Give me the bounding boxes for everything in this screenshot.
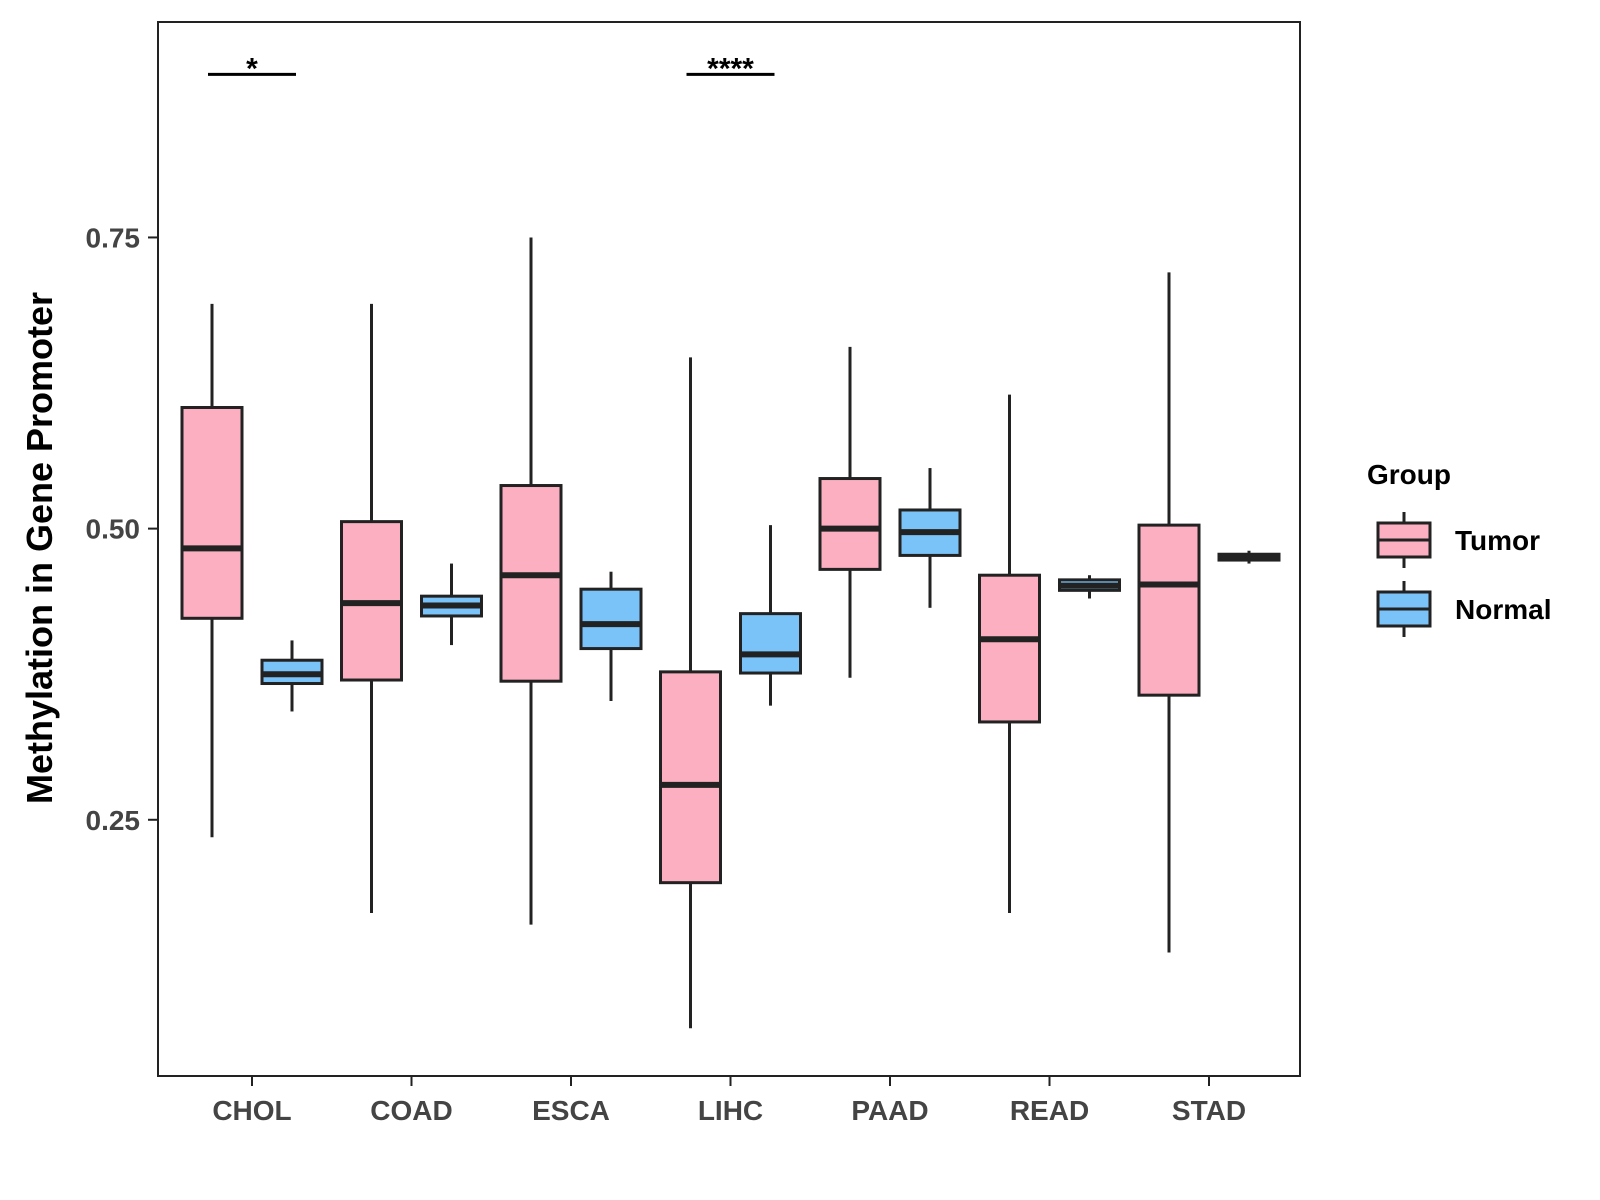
- significance-label: ****: [707, 52, 754, 85]
- box-body: [978, 573, 1041, 724]
- box-tumor-stad: [1137, 272, 1201, 953]
- box-normal-coad: [420, 563, 483, 646]
- box-normal-esca: [579, 571, 643, 701]
- box-tumor-chol: [180, 303, 244, 838]
- legend-label: Tumor: [1455, 525, 1540, 556]
- box-body: [579, 587, 643, 651]
- legend-title: Group: [1367, 459, 1451, 490]
- y-tick-label: 0.25: [86, 805, 141, 836]
- x-tick-label: READ: [1010, 1095, 1089, 1126]
- box-body: [1137, 523, 1201, 697]
- plot-panel: [157, 21, 1301, 1077]
- box-normal-paad: [898, 468, 962, 608]
- box-normal-stad: [1217, 550, 1281, 564]
- x-tick-label: PAAD: [851, 1095, 928, 1126]
- y-axis: 0.25 0.50 0.75: [86, 222, 158, 836]
- legend-entry-tumor: Tumor: [1376, 512, 1540, 568]
- box-tumor-read: [978, 394, 1041, 913]
- x-tick-label: LIHC: [698, 1095, 763, 1126]
- box-body: [739, 612, 802, 675]
- y-tick-label: 0.75: [86, 222, 141, 253]
- box-body: [180, 405, 244, 620]
- significance-layer: * ****: [208, 52, 775, 85]
- box-tumor-paad: [818, 346, 882, 678]
- y-axis-title: Methylation in Gene Promoter: [19, 292, 60, 804]
- legend: Group Tumor Normal: [1367, 459, 1551, 637]
- y-tick-label: 0.50: [86, 514, 141, 545]
- significance-label: *: [246, 52, 258, 85]
- box-normal-read: [1058, 575, 1121, 599]
- x-tick-label: CHOL: [212, 1095, 291, 1126]
- box-normal-chol: [260, 640, 324, 712]
- box-body: [818, 477, 882, 571]
- box-body: [659, 670, 722, 885]
- box-tumor-coad: [340, 303, 403, 913]
- box-normal-lihc: [739, 525, 802, 706]
- boxes-layer: [180, 237, 1281, 1029]
- x-tick-label: STAD: [1172, 1095, 1246, 1126]
- x-tick-label: ESCA: [532, 1095, 610, 1126]
- legend-entry-normal: Normal: [1376, 581, 1551, 637]
- x-tick-label: COAD: [370, 1095, 452, 1126]
- box-body: [499, 484, 563, 683]
- box-tumor-lihc: [659, 357, 722, 1029]
- legend-label: Normal: [1455, 594, 1551, 625]
- x-axis: CHOL COAD ESCA LIHC PAAD READ STAD: [212, 1076, 1246, 1126]
- box-tumor-esca: [499, 237, 563, 925]
